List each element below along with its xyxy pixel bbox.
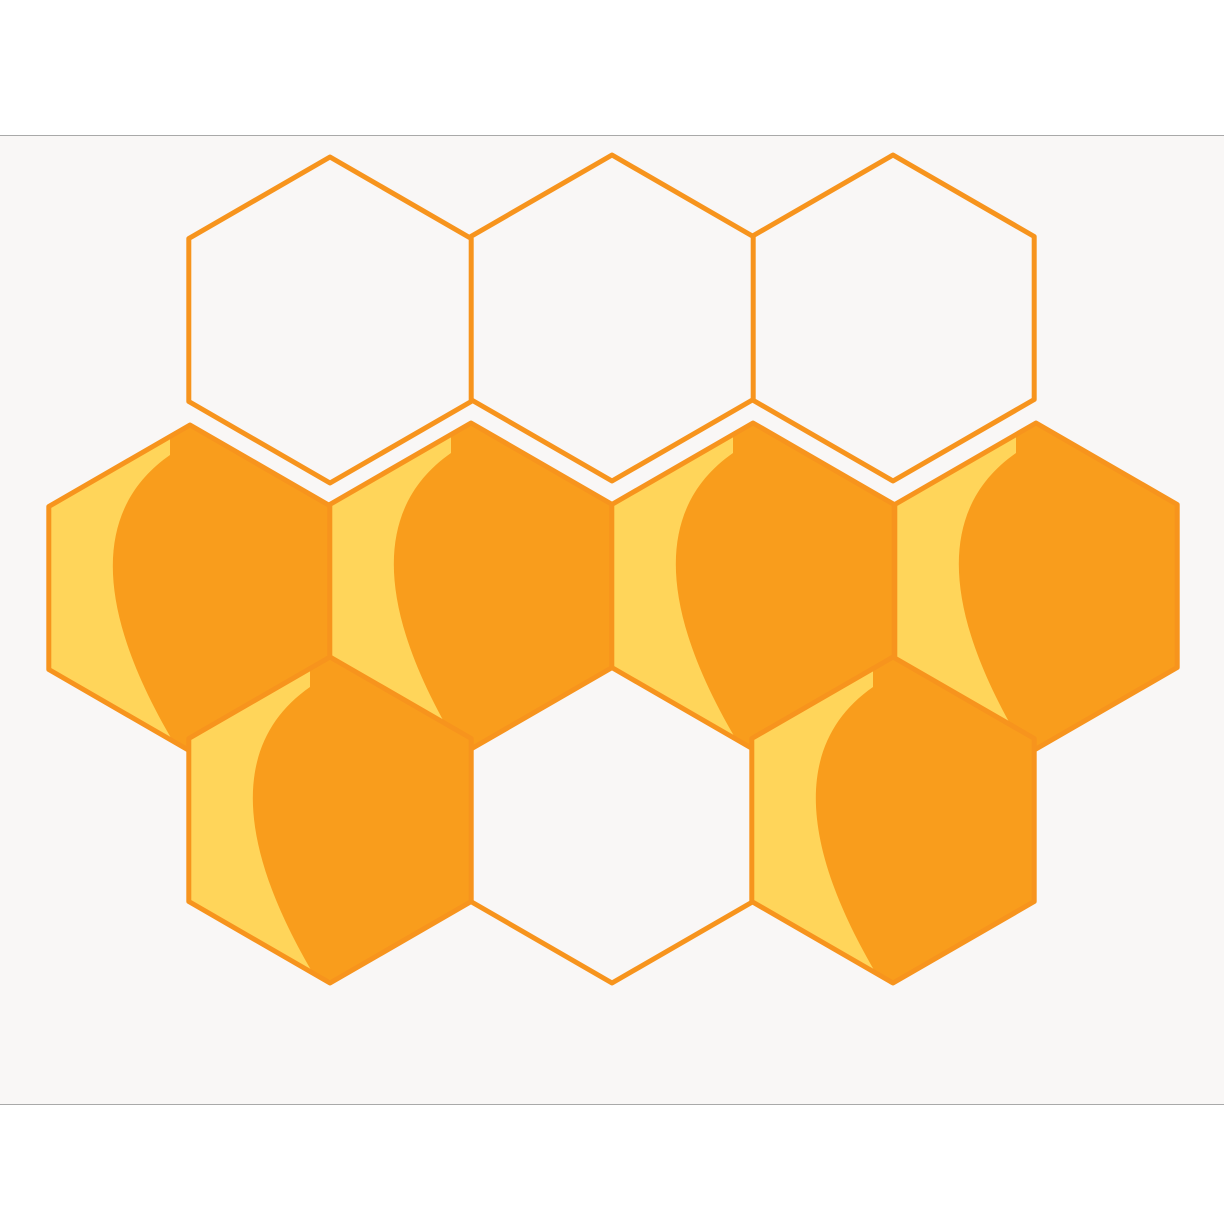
cell-outline [186, 154, 474, 486]
honey-drop-shape [252, 657, 472, 983]
empty-cell-top-right [749, 152, 1037, 484]
honeycomb-cells [46, 152, 1180, 986]
honey-cell-middle-4 [892, 420, 1180, 752]
honey-cell-middle-2 [327, 420, 615, 752]
honey-drop-shape [393, 423, 613, 749]
honey-drop-shape [815, 657, 1035, 983]
cell-outline [186, 654, 474, 986]
honey-cell-bottom-right [749, 654, 1037, 986]
empty-cell-top-left [186, 154, 474, 486]
cell-outline [749, 654, 1037, 986]
cell-outline [468, 152, 756, 484]
honey-cell-bottom-left [186, 654, 474, 986]
honey-drop-shape [112, 425, 332, 751]
cell-outline [749, 152, 1037, 484]
empty-cell-top-center [468, 152, 756, 484]
honey-drop-shape [675, 423, 895, 749]
honey-cell-middle-1 [46, 422, 334, 754]
honey-drop-shape [958, 423, 1178, 749]
